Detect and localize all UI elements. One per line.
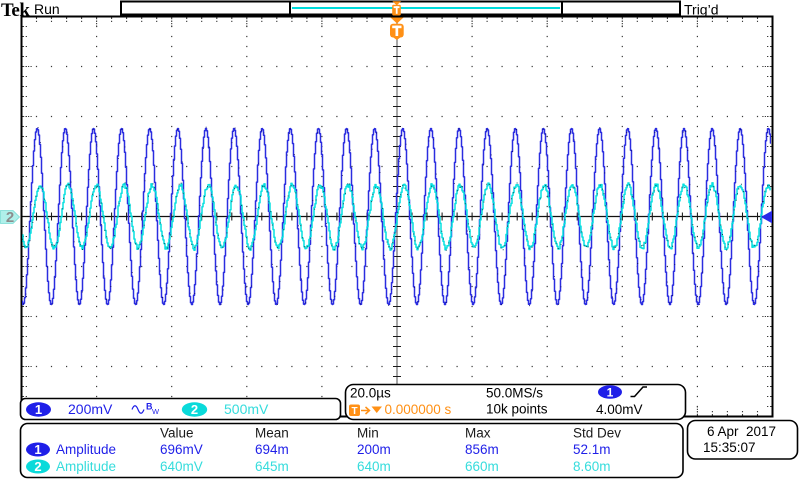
svg-text:2: 2: [6, 209, 14, 226]
svg-text:6 Apr 2017: 6 Apr 2017: [707, 424, 776, 439]
svg-text:1: 1: [34, 442, 41, 457]
svg-text:640mV: 640mV: [160, 459, 203, 474]
svg-text:Std Dev: Std Dev: [573, 426, 621, 441]
svg-text:4.00mV: 4.00mV: [596, 402, 643, 417]
svg-text:Value: Value: [160, 426, 194, 441]
svg-text:B: B: [146, 402, 153, 412]
svg-text:0.000000 s: 0.000000 s: [385, 402, 452, 417]
svg-text:Min: Min: [357, 426, 379, 441]
svg-text:Max: Max: [465, 426, 491, 441]
svg-text:20.0µs: 20.0µs: [350, 386, 391, 401]
svg-text:Trig’d: Trig’d: [684, 2, 719, 18]
svg-text:660m: 660m: [465, 459, 499, 474]
svg-text:Amplitude: Amplitude: [56, 459, 116, 474]
svg-text:1: 1: [607, 386, 614, 400]
svg-text:500mV: 500mV: [224, 401, 269, 417]
svg-text:640m: 640m: [357, 459, 391, 474]
svg-text:Amplitude: Amplitude: [56, 442, 116, 457]
svg-text:694m: 694m: [255, 442, 289, 457]
svg-text:1: 1: [35, 402, 42, 417]
svg-text:15:35:07: 15:35:07: [703, 440, 756, 455]
svg-text:Mean: Mean: [255, 426, 289, 441]
svg-text:50.0MS/s: 50.0MS/s: [486, 386, 543, 401]
svg-text:Tek: Tek: [1, 0, 30, 21]
svg-text:2: 2: [191, 402, 198, 417]
svg-text:Run: Run: [34, 1, 60, 17]
svg-text:200mV: 200mV: [68, 401, 113, 417]
svg-text:856m: 856m: [465, 442, 499, 457]
svg-text:10k points: 10k points: [486, 402, 548, 417]
svg-text:645m: 645m: [255, 459, 289, 474]
svg-text:200m: 200m: [357, 442, 391, 457]
svg-text:2: 2: [34, 459, 41, 474]
svg-text:52.1m: 52.1m: [573, 442, 611, 457]
svg-text:8.60m: 8.60m: [573, 459, 611, 474]
svg-text:T: T: [351, 406, 357, 417]
svg-text:W: W: [152, 407, 160, 416]
svg-text:696mV: 696mV: [160, 442, 203, 457]
